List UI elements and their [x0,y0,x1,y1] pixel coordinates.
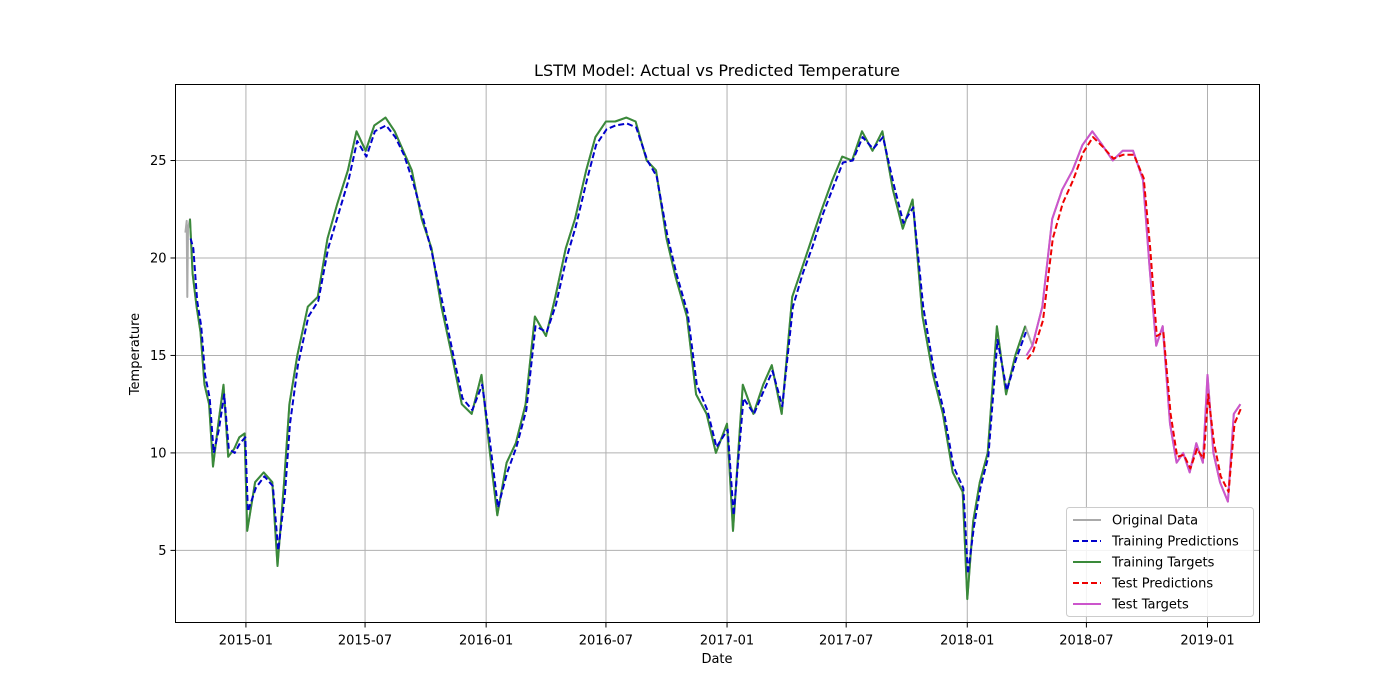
legend-entry-label: Training Targets [1111,556,1215,571]
legend: Original Data Training Predictions Trainin… [1066,507,1254,617]
y-tick-label: 20 [150,251,167,266]
chart-title: LSTM Model: Actual vs Predicted Temperat… [534,61,900,80]
x-tick-label: 2016-01 [459,634,513,649]
y-tick-label: 5 [158,544,166,559]
x-axis-label: Date [701,652,732,667]
x-tick-label: 2017-01 [700,634,754,649]
x-tick-label: 2018-07 [1059,634,1113,649]
plot-frame [175,84,1260,623]
series-line [189,116,1027,601]
x-tick-label: 2015-07 [338,634,392,649]
x-tick-label: 2015-01 [219,634,273,649]
y-axis-ticks: 5 10 15 20 25 [150,154,176,559]
series-layer [184,116,1243,601]
series-test-predictions [1026,136,1243,493]
y-axis-label: Temperature [128,313,143,396]
x-tick-label: 2018-01 [940,634,994,649]
series-line [1026,136,1243,493]
x-tick-label: 2016-07 [579,634,633,649]
y-tick-label: 15 [150,349,167,364]
series-line [189,122,1027,575]
series-training-targets [189,116,1027,601]
x-tick-label: 2017-07 [819,634,873,649]
legend-entry-label: Test Targets [1111,598,1189,613]
y-tick-label: 10 [150,446,167,461]
series-test-targets [1025,130,1242,503]
y-tick-label: 25 [150,154,167,169]
legend-entry-label: Test Predictions [1111,577,1213,592]
series-line [1025,130,1242,503]
x-axis-ticks: 2015-01 2015-07 2016-01 2016-07 2017-01 2017-… [219,622,1235,649]
x-tick-label: 2019-01 [1180,634,1234,649]
legend-entry-label: Training Predictions [1111,535,1239,550]
legend-box [1066,507,1254,617]
legend-entry-label: Original Data [1112,514,1198,529]
series-training-predictions [189,122,1027,575]
